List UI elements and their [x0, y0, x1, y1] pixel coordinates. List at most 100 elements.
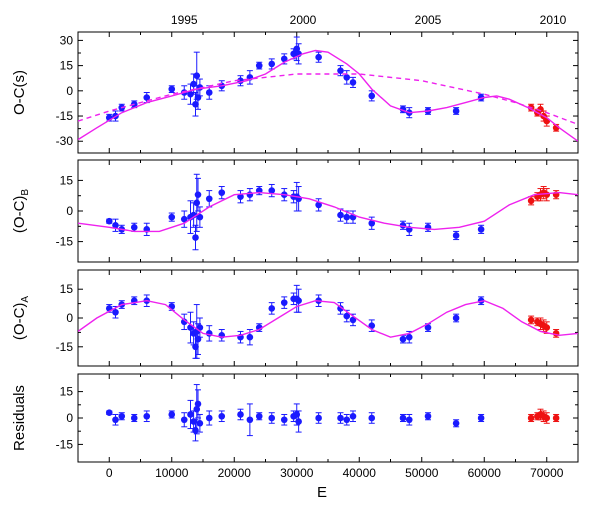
data-marker — [295, 297, 302, 305]
data-marker — [237, 193, 244, 201]
plot-area — [78, 284, 578, 359]
data-point — [268, 412, 276, 424]
data-marker — [543, 324, 551, 331]
data-point — [130, 222, 138, 232]
data-marker — [280, 299, 288, 306]
y-tick-label: 0 — [66, 84, 73, 98]
data-point — [343, 70, 351, 85]
data-point — [187, 399, 194, 430]
data-marker — [424, 412, 432, 420]
data-point — [168, 85, 176, 93]
data-marker — [194, 191, 202, 198]
data-point — [237, 408, 244, 421]
data-marker — [295, 418, 302, 425]
data-marker — [196, 213, 204, 221]
y-tick-label: -15 — [56, 235, 74, 249]
y-axis-label: (O-C)B — [11, 189, 31, 234]
data-point — [193, 384, 201, 435]
data-point — [295, 288, 302, 313]
data-marker — [527, 414, 535, 422]
data-marker — [218, 189, 226, 196]
data-marker — [343, 74, 351, 81]
data-marker — [192, 234, 199, 241]
data-point — [337, 412, 344, 424]
y-tick-label: -30 — [56, 134, 74, 148]
plot-area — [78, 173, 578, 251]
y-axis-label-subscript: A — [20, 296, 31, 303]
data-marker — [399, 414, 407, 422]
data-marker — [187, 411, 194, 418]
data-marker — [337, 211, 344, 219]
data-marker — [337, 414, 344, 422]
data-point — [180, 313, 188, 331]
data-marker — [424, 324, 432, 331]
data-marker — [349, 316, 357, 324]
y-axis-label: O-C(s) — [11, 70, 28, 115]
data-marker — [255, 62, 263, 69]
data-marker — [168, 213, 176, 221]
data-point — [194, 389, 202, 419]
data-point — [192, 92, 199, 117]
data-marker — [543, 414, 551, 422]
data-point — [130, 413, 138, 423]
data-point — [168, 212, 176, 222]
data-marker — [527, 197, 535, 205]
data-marker — [143, 94, 151, 101]
data-marker — [192, 100, 199, 108]
x-tick-label: 10000 — [155, 466, 189, 480]
data-marker — [477, 226, 485, 233]
y-tick-label: -15 — [56, 437, 74, 451]
data-point — [424, 412, 432, 421]
data-point — [280, 296, 288, 309]
data-point — [193, 304, 201, 359]
year-tick-label: 2005 — [415, 13, 442, 27]
data-point — [424, 222, 432, 232]
panel-frame — [77, 373, 579, 463]
plot-area — [78, 36, 578, 142]
data-marker — [246, 333, 254, 341]
data-point — [543, 412, 551, 424]
data-point — [196, 206, 204, 228]
data-marker — [112, 416, 119, 424]
y-tick-label: 15 — [60, 173, 74, 187]
data-point — [452, 107, 460, 115]
data-point — [337, 302, 344, 315]
data-marker — [105, 217, 113, 225]
data-marker — [205, 195, 213, 203]
data-marker — [280, 55, 288, 63]
y-tick-label: 15 — [60, 282, 74, 296]
data-point — [537, 408, 544, 421]
data-marker — [180, 318, 188, 326]
fit-curve-dashed — [78, 73, 578, 126]
data-marker — [343, 213, 351, 221]
year-tick-label: 1995 — [171, 13, 198, 27]
data-marker — [477, 414, 485, 422]
data-marker — [280, 416, 288, 424]
data-marker — [168, 411, 176, 418]
panel-ocb: -15 0 15 (O-C)B — [11, 159, 579, 263]
y-tick-label: -15 — [56, 340, 74, 354]
data-marker — [268, 414, 276, 422]
data-point — [237, 190, 244, 204]
data-marker — [143, 412, 151, 420]
panel-frame — [77, 269, 579, 367]
data-point — [543, 321, 551, 334]
data-marker — [368, 219, 376, 227]
data-point — [368, 412, 376, 424]
data-point — [315, 412, 322, 424]
data-point — [527, 315, 535, 325]
data-marker — [543, 191, 551, 198]
plot-area — [105, 384, 560, 442]
y-tick-label: 0 — [66, 204, 73, 218]
data-marker — [180, 215, 188, 223]
data-marker — [180, 416, 188, 424]
data-marker — [452, 232, 460, 239]
data-point — [218, 329, 226, 342]
data-marker — [452, 314, 460, 322]
data-point — [295, 410, 302, 433]
data-point — [477, 413, 485, 423]
data-marker — [246, 191, 254, 198]
data-point — [105, 217, 113, 225]
y-tick-label: 0 — [66, 311, 73, 325]
data-point — [180, 210, 188, 228]
